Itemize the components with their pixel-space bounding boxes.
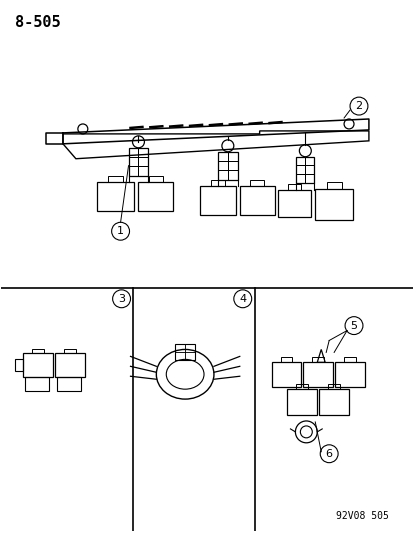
Bar — [280, 358, 292, 362]
Bar — [239, 185, 274, 215]
Bar — [318, 389, 348, 415]
Circle shape — [320, 445, 337, 463]
Bar — [97, 182, 134, 212]
Bar — [303, 362, 332, 387]
Bar — [25, 377, 49, 391]
Text: 92V08 505: 92V08 505 — [335, 511, 388, 521]
Text: 8-505: 8-505 — [15, 15, 61, 30]
Bar — [23, 353, 53, 377]
Bar — [217, 152, 237, 180]
Bar — [108, 175, 123, 182]
Bar — [55, 353, 85, 377]
Text: 2: 2 — [354, 101, 362, 111]
Text: 6: 6 — [325, 449, 332, 459]
Bar — [138, 182, 173, 212]
Bar — [175, 344, 195, 360]
Bar — [210, 180, 225, 185]
Bar — [149, 175, 162, 182]
Circle shape — [344, 317, 362, 335]
Text: 5: 5 — [350, 321, 357, 330]
Text: 1: 1 — [117, 226, 124, 236]
Bar — [311, 358, 323, 362]
Bar — [57, 377, 81, 391]
Bar — [315, 189, 352, 220]
Circle shape — [112, 290, 130, 308]
Bar — [271, 362, 301, 387]
Text: 4: 4 — [239, 294, 246, 304]
Text: 3: 3 — [118, 294, 125, 304]
Bar — [296, 384, 308, 389]
Bar — [64, 349, 76, 353]
Bar — [32, 349, 44, 353]
Bar — [277, 190, 311, 217]
Circle shape — [233, 290, 251, 308]
Bar — [328, 384, 339, 389]
Bar — [249, 180, 263, 185]
Bar — [287, 389, 316, 415]
Bar — [326, 182, 341, 189]
Bar — [287, 184, 300, 190]
Bar — [343, 358, 355, 362]
Bar — [128, 148, 148, 175]
Bar — [199, 185, 235, 215]
Bar — [335, 362, 364, 387]
Circle shape — [349, 97, 367, 115]
Circle shape — [112, 222, 129, 240]
Bar — [15, 359, 23, 372]
Bar — [296, 157, 313, 183]
